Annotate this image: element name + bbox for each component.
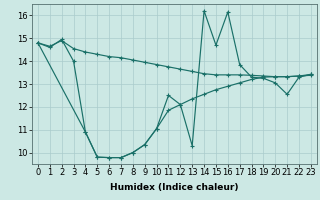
X-axis label: Humidex (Indice chaleur): Humidex (Indice chaleur): [110, 183, 239, 192]
